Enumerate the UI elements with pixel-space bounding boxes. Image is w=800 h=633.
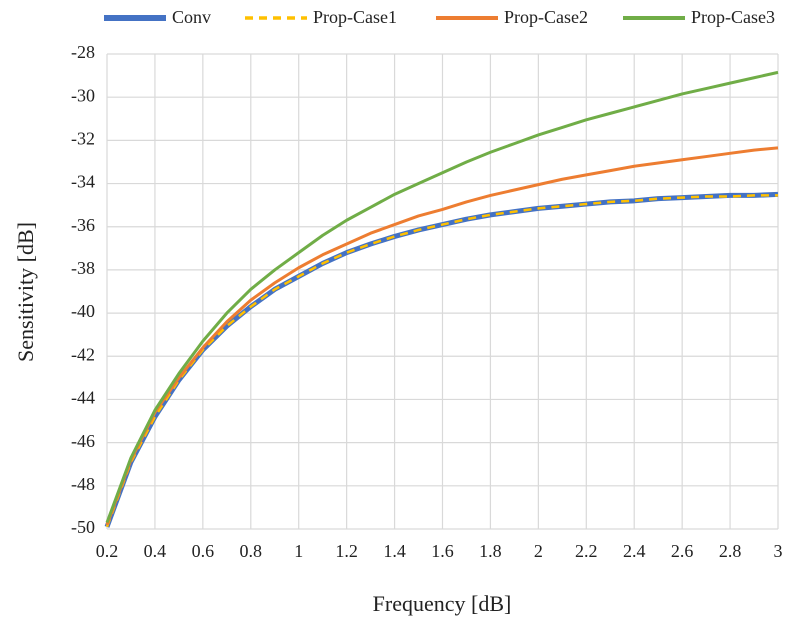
- x-tick-label: 0.2: [96, 541, 119, 561]
- y-tick-label: -48: [71, 474, 95, 494]
- y-tick-label: -46: [71, 431, 95, 451]
- x-tick-label: 2.6: [671, 541, 694, 561]
- x-tick-label: 1: [294, 541, 303, 561]
- x-tick-label: 3: [774, 541, 783, 561]
- y-tick-label: -50: [71, 517, 95, 537]
- x-axis-label: Frequency [dB]: [373, 591, 512, 616]
- x-tick-label: 0.4: [144, 541, 167, 561]
- y-tick-label: -42: [71, 344, 95, 364]
- x-tick-label: 0.6: [192, 541, 215, 561]
- x-tick-label: 2: [534, 541, 543, 561]
- series-line: [105, 146, 779, 526]
- x-tick-label: 2.2: [575, 541, 598, 561]
- y-tick-label: -32: [71, 128, 95, 148]
- legend-label: Conv: [172, 7, 211, 27]
- x-tick-label: 1.2: [335, 541, 358, 561]
- y-tick-label: -28: [71, 42, 95, 62]
- legend-label: Prop-Case1: [313, 7, 397, 27]
- x-tick-label: 0.8: [240, 541, 263, 561]
- x-tick-label: 1.4: [383, 541, 406, 561]
- y-tick-label: -34: [71, 172, 95, 192]
- x-tick-label: 1.6: [431, 541, 454, 561]
- y-tick-label: -36: [71, 215, 95, 235]
- series-line: [105, 194, 778, 528]
- y-tick-label: -40: [71, 301, 95, 321]
- y-tick-label: -38: [71, 258, 95, 278]
- x-tick-label: 2.8: [719, 541, 742, 561]
- y-tick-label: -44: [71, 388, 95, 408]
- series-line: [105, 70, 779, 524]
- x-tick-label: 2.4: [623, 541, 646, 561]
- y-tick-label: -30: [71, 85, 95, 105]
- x-tick-label: 1.8: [479, 541, 502, 561]
- y-axis-label: Sensitivity [dB]: [13, 222, 38, 362]
- legend-label: Prop-Case3: [691, 7, 775, 27]
- legend-label: Prop-Case2: [504, 7, 588, 27]
